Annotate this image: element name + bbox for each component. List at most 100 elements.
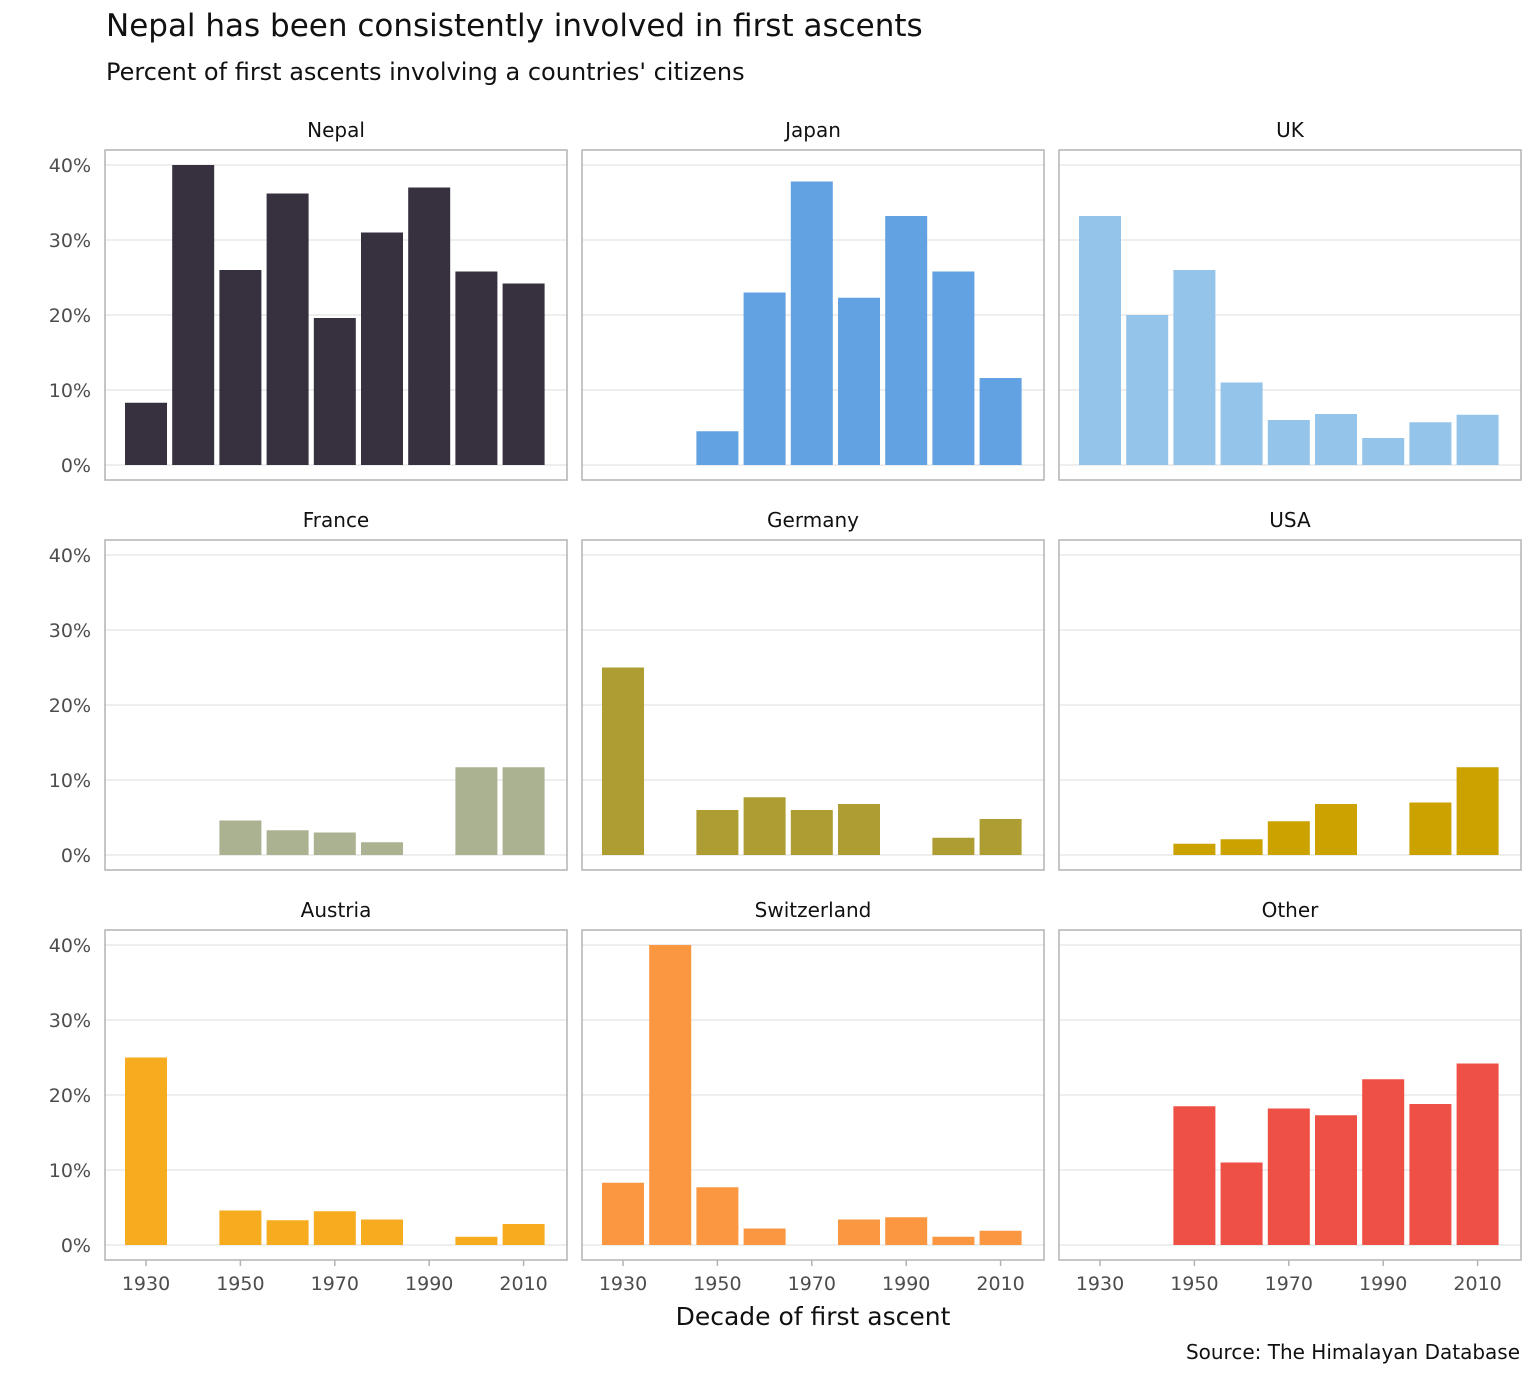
bar-2010	[502, 283, 545, 465]
panel-border	[104, 929, 568, 1261]
facet-label: Japan	[783, 118, 841, 142]
bar-1950	[219, 1210, 262, 1245]
panel-border	[581, 149, 1045, 481]
bar-1950	[219, 820, 262, 855]
bar-2000	[932, 1236, 975, 1245]
y-tick-label: 10%	[49, 1160, 91, 1182]
y-tick-label: 40%	[49, 545, 91, 567]
bar-2010	[502, 767, 545, 855]
bar-1950	[696, 431, 739, 465]
bar-2010	[502, 1224, 545, 1245]
bar-1960	[266, 193, 309, 465]
y-tick-label: 20%	[49, 695, 91, 717]
panel-border	[581, 929, 1045, 1261]
x-tick-label: 2010	[1453, 1273, 1501, 1295]
bar-1980	[361, 842, 403, 855]
bar-2000	[455, 767, 498, 855]
bar-2010	[979, 378, 1022, 465]
panel-border	[104, 539, 568, 871]
x-tick-label: 1930	[122, 1273, 170, 1295]
bar-1970	[313, 1211, 356, 1245]
bar-1950	[696, 1187, 739, 1245]
facet-label: Nepal	[307, 118, 365, 142]
facet-label: Austria	[301, 898, 372, 922]
facet-label: UK	[1276, 118, 1305, 142]
facet-panel-austria: Austria 0% 10% 20% 30% 40% 1930 1950 1970 1990 201…	[49, 898, 568, 1295]
bar-2000	[1409, 422, 1452, 465]
y-tick-label: 20%	[49, 1085, 91, 1107]
bar-2000	[455, 271, 498, 465]
bar-1950	[696, 810, 739, 855]
bar-1960	[1220, 382, 1263, 465]
x-tick-label: 1970	[311, 1273, 359, 1295]
bar-1950	[1173, 843, 1216, 855]
facet-label: USA	[1269, 508, 1311, 532]
bar-1970	[790, 810, 833, 855]
bar-1950	[1173, 1106, 1216, 1245]
bar-1980	[1315, 1115, 1357, 1245]
bar-1940	[172, 165, 215, 465]
facet-label: Other	[1262, 898, 1320, 922]
bar-2000	[932, 271, 975, 465]
x-tick-label: 1990	[405, 1273, 453, 1295]
bar-1930	[125, 402, 167, 465]
bar-1980	[361, 1219, 403, 1245]
bar-1990	[408, 187, 451, 465]
bar-1970	[313, 832, 356, 855]
bar-1960	[743, 292, 786, 465]
chart-subtitle: Percent of first ascents involving a cou…	[106, 58, 745, 86]
facet-panel-usa: USA	[1058, 508, 1522, 871]
facet-label: Germany	[767, 508, 859, 532]
y-tick-label: 30%	[49, 620, 91, 642]
bar-1990	[885, 216, 928, 465]
y-tick-label: 30%	[49, 230, 91, 252]
x-tick-label: 1950	[693, 1273, 741, 1295]
panel-border	[1058, 539, 1522, 871]
bar-1970	[1267, 420, 1310, 465]
bar-1980	[838, 804, 880, 855]
x-tick-label: 1990	[1359, 1273, 1407, 1295]
bar-1940	[1126, 315, 1169, 465]
bar-1980	[361, 232, 403, 465]
facet-panel-germany: Germany	[581, 508, 1045, 871]
y-tick-label: 0%	[61, 1235, 91, 1257]
facet-panel-other: Other 1930 1950 1970 1990 2010	[1058, 898, 1522, 1295]
bar-1930	[125, 1057, 167, 1245]
bar-2000	[932, 837, 975, 855]
x-tick-label: 1970	[1265, 1273, 1313, 1295]
bar-1980	[838, 1219, 880, 1245]
bar-1990	[1362, 438, 1405, 465]
bar-1930	[1079, 216, 1121, 465]
bar-1940	[649, 945, 692, 1245]
bar-1970	[313, 318, 356, 465]
facet-panel-nepal: Nepal 0% 10% 20% 30% 40%	[49, 118, 568, 481]
x-tick-label: 2010	[976, 1273, 1024, 1295]
bar-2000	[1409, 1104, 1452, 1245]
y-tick-label: 40%	[49, 155, 91, 177]
bar-2000	[455, 1236, 498, 1245]
chart-title: Nepal has been consistently involved in …	[106, 8, 923, 44]
bar-2010	[1456, 767, 1499, 855]
y-tick-label: 20%	[49, 305, 91, 327]
y-tick-label: 10%	[49, 380, 91, 402]
x-tick-label: 1930	[599, 1273, 647, 1295]
bar-1990	[885, 1217, 928, 1245]
y-tick-label: 30%	[49, 1010, 91, 1032]
y-tick-label: 0%	[61, 845, 91, 867]
panel-border	[1058, 929, 1522, 1261]
bar-1980	[1315, 414, 1357, 465]
bar-1950	[219, 270, 262, 465]
x-tick-label: 1990	[882, 1273, 930, 1295]
facet-panel-uk: UK	[1058, 118, 1522, 481]
source-caption: Source: The Himalayan Database	[1185, 1340, 1520, 1364]
bar-1960	[266, 830, 309, 855]
facet-label: France	[303, 508, 370, 532]
x-tick-label: 1950	[216, 1273, 264, 1295]
bar-2010	[979, 819, 1022, 855]
bar-1970	[1267, 821, 1310, 855]
facet-panel-france: France 0% 10% 20% 30% 40%	[49, 508, 568, 871]
bar-1960	[1220, 839, 1263, 855]
panel-border	[581, 539, 1045, 871]
bar-1950	[1173, 270, 1216, 465]
facet-panel-japan: Japan	[581, 118, 1045, 481]
